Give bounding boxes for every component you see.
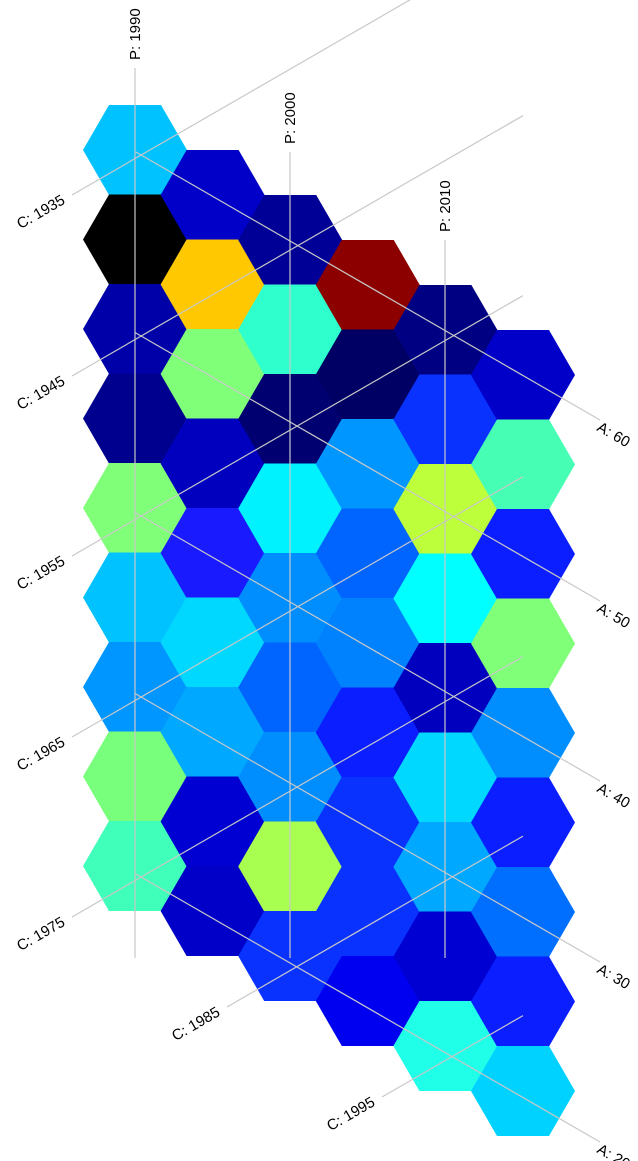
cohort-label: C: 1985 bbox=[169, 1004, 223, 1045]
hex-cell-c5-r2 bbox=[471, 509, 575, 599]
cohort-label: C: 1945 bbox=[14, 373, 68, 414]
hex-cell-c4-r8 bbox=[393, 1001, 498, 1091]
hex-cell-c5-r8 bbox=[471, 1046, 575, 1136]
hex-cell-c1-r1 bbox=[160, 239, 265, 330]
hex-cell-c5-r7 bbox=[471, 956, 575, 1047]
hex-cell-c1-r0 bbox=[160, 150, 265, 240]
period-label: P: 2010 bbox=[437, 180, 454, 232]
hex-cell-c1-r5 bbox=[160, 597, 265, 688]
hex-cell-c1-r3 bbox=[160, 418, 265, 509]
hex-cell-c3-r0 bbox=[315, 240, 420, 330]
hex-cell-c5-r4 bbox=[471, 688, 575, 778]
age-label: A: 20 bbox=[594, 1141, 633, 1161]
hex-cell-c3-r5 bbox=[315, 687, 420, 778]
age-gridline bbox=[134, 872, 601, 1143]
age-gridline bbox=[134, 331, 601, 602]
age-gridline bbox=[134, 692, 601, 963]
hex-cell-c5-r3 bbox=[471, 598, 575, 689]
period-label: P: 2000 bbox=[282, 92, 299, 144]
cohort-label: C: 1965 bbox=[14, 734, 68, 775]
age-label: A: 40 bbox=[594, 780, 633, 812]
hex-cell-c5-r1 bbox=[471, 419, 575, 510]
hex-cell-c1-r4 bbox=[160, 508, 265, 598]
hex-cell-c5-r5 bbox=[471, 777, 575, 868]
age-label: A: 60 bbox=[594, 419, 633, 451]
hex-cell-c3-r2 bbox=[315, 419, 420, 509]
cohort-gridline bbox=[71, 0, 411, 196]
age-gridline bbox=[134, 511, 601, 782]
cohort-label: C: 1955 bbox=[14, 553, 68, 594]
age-label: A: 30 bbox=[594, 961, 633, 993]
cohort-label: C: 1995 bbox=[324, 1094, 378, 1135]
age-gridline bbox=[135, 151, 601, 421]
hex-cell-c3-r1 bbox=[315, 329, 420, 420]
hex-cell-c1-r7 bbox=[160, 776, 265, 867]
hex-cell-c3-r6 bbox=[315, 777, 420, 867]
period-label: P: 1990 bbox=[127, 8, 144, 60]
hex-cell-c1-r2 bbox=[160, 329, 265, 419]
hex-cell-c1-r6 bbox=[160, 687, 265, 777]
hex-cell-c3-r7 bbox=[315, 866, 420, 957]
hex-cell-c5-r6 bbox=[471, 867, 575, 957]
hex-cells-layer bbox=[83, 105, 575, 1136]
gridlines-layer bbox=[71, 0, 601, 1143]
age-label: A: 50 bbox=[594, 600, 633, 632]
hex-cell-c3-r4 bbox=[315, 598, 420, 688]
hex-cell-c3-r3 bbox=[315, 508, 420, 599]
cohort-gridline bbox=[226, 835, 524, 1008]
cohort-label: C: 1935 bbox=[14, 192, 68, 233]
cohort-label: C: 1975 bbox=[14, 914, 68, 955]
